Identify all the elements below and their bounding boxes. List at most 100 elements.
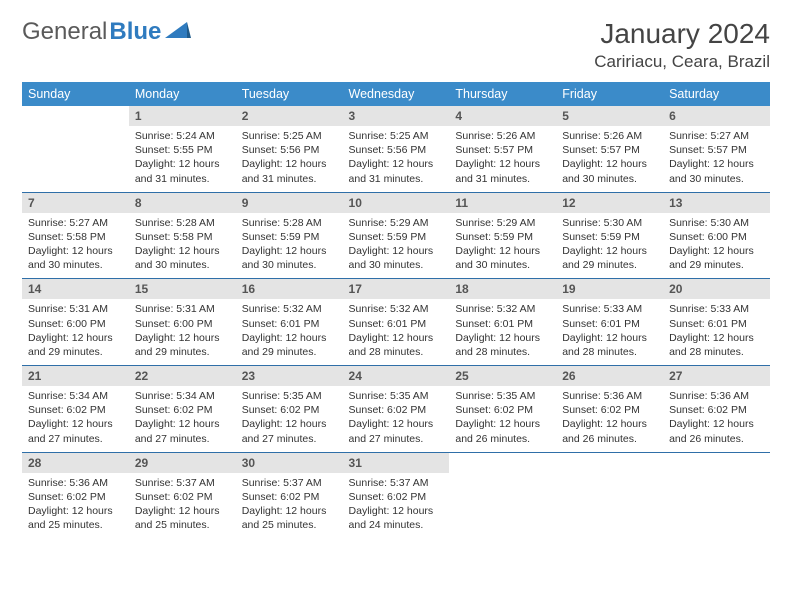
daylight-text: Daylight: 12 hours and 30 minutes.	[28, 244, 123, 272]
day-details: Sunrise: 5:35 AMSunset: 6:02 PMDaylight:…	[449, 386, 556, 452]
day-details: Sunrise: 5:35 AMSunset: 6:02 PMDaylight:…	[343, 386, 450, 452]
calendar-empty-cell: ..	[22, 106, 129, 192]
sunrise-text: Sunrise: 5:36 AM	[28, 476, 123, 490]
sunset-text: Sunset: 5:57 PM	[455, 143, 550, 157]
daylight-text: Daylight: 12 hours and 29 minutes.	[242, 331, 337, 359]
daylight-text: Daylight: 12 hours and 31 minutes.	[455, 157, 550, 185]
sunset-text: Sunset: 6:00 PM	[28, 317, 123, 331]
weekday-header: Sunday	[22, 82, 129, 106]
calendar-day-cell: 4Sunrise: 5:26 AMSunset: 5:57 PMDaylight…	[449, 106, 556, 192]
calendar-day-cell: 5Sunrise: 5:26 AMSunset: 5:57 PMDaylight…	[556, 106, 663, 192]
day-details: Sunrise: 5:36 AMSunset: 6:02 PMDaylight:…	[663, 386, 770, 452]
sunrise-text: Sunrise: 5:35 AM	[455, 389, 550, 403]
sunrise-text: Sunrise: 5:31 AM	[28, 302, 123, 316]
calendar-week-row: ..1Sunrise: 5:24 AMSunset: 5:55 PMDaylig…	[22, 106, 770, 192]
day-number: 22	[129, 366, 236, 386]
calendar-week-row: 21Sunrise: 5:34 AMSunset: 6:02 PMDayligh…	[22, 366, 770, 453]
day-number: 27	[663, 366, 770, 386]
calendar-day-cell: 28Sunrise: 5:36 AMSunset: 6:02 PMDayligh…	[22, 452, 129, 538]
sunset-text: Sunset: 5:59 PM	[562, 230, 657, 244]
sunrise-text: Sunrise: 5:36 AM	[562, 389, 657, 403]
sunset-text: Sunset: 6:01 PM	[562, 317, 657, 331]
daylight-text: Daylight: 12 hours and 29 minutes.	[135, 331, 230, 359]
sunrise-text: Sunrise: 5:32 AM	[349, 302, 444, 316]
sunset-text: Sunset: 5:56 PM	[242, 143, 337, 157]
sunset-text: Sunset: 6:01 PM	[242, 317, 337, 331]
daylight-text: Daylight: 12 hours and 30 minutes.	[242, 244, 337, 272]
calendar-day-cell: 8Sunrise: 5:28 AMSunset: 5:58 PMDaylight…	[129, 192, 236, 279]
day-details: Sunrise: 5:30 AMSunset: 5:59 PMDaylight:…	[556, 213, 663, 279]
calendar-day-cell: 10Sunrise: 5:29 AMSunset: 5:59 PMDayligh…	[343, 192, 450, 279]
daylight-text: Daylight: 12 hours and 27 minutes.	[242, 417, 337, 445]
sunrise-text: Sunrise: 5:30 AM	[669, 216, 764, 230]
weekday-header: Friday	[556, 82, 663, 106]
sunrise-text: Sunrise: 5:35 AM	[242, 389, 337, 403]
sunset-text: Sunset: 6:02 PM	[562, 403, 657, 417]
day-details: Sunrise: 5:33 AMSunset: 6:01 PMDaylight:…	[556, 299, 663, 365]
page-header: GeneralBlue January 2024 Caririacu, Cear…	[22, 18, 770, 72]
sunset-text: Sunset: 6:01 PM	[455, 317, 550, 331]
day-number: 23	[236, 366, 343, 386]
sunrise-text: Sunrise: 5:34 AM	[135, 389, 230, 403]
sunset-text: Sunset: 6:02 PM	[242, 490, 337, 504]
sunset-text: Sunset: 5:57 PM	[669, 143, 764, 157]
day-details: Sunrise: 5:26 AMSunset: 5:57 PMDaylight:…	[556, 126, 663, 192]
calendar-week-row: 7Sunrise: 5:27 AMSunset: 5:58 PMDaylight…	[22, 192, 770, 279]
day-details: Sunrise: 5:28 AMSunset: 5:58 PMDaylight:…	[129, 213, 236, 279]
calendar-empty-cell: ..	[449, 452, 556, 538]
daylight-text: Daylight: 12 hours and 28 minutes.	[349, 331, 444, 359]
day-number: 11	[449, 193, 556, 213]
daylight-text: Daylight: 12 hours and 31 minutes.	[135, 157, 230, 185]
calendar-day-cell: 3Sunrise: 5:25 AMSunset: 5:56 PMDaylight…	[343, 106, 450, 192]
day-details: Sunrise: 5:32 AMSunset: 6:01 PMDaylight:…	[236, 299, 343, 365]
daylight-text: Daylight: 12 hours and 29 minutes.	[562, 244, 657, 272]
day-number: 18	[449, 279, 556, 299]
sunset-text: Sunset: 6:02 PM	[242, 403, 337, 417]
sunrise-text: Sunrise: 5:37 AM	[242, 476, 337, 490]
logo-triangle-icon	[165, 20, 191, 45]
sunrise-text: Sunrise: 5:24 AM	[135, 129, 230, 143]
daylight-text: Daylight: 12 hours and 26 minutes.	[455, 417, 550, 445]
day-number: 7	[22, 193, 129, 213]
day-details: Sunrise: 5:32 AMSunset: 6:01 PMDaylight:…	[449, 299, 556, 365]
day-details: Sunrise: 5:34 AMSunset: 6:02 PMDaylight:…	[22, 386, 129, 452]
weekday-header: Thursday	[449, 82, 556, 106]
month-title: January 2024	[594, 18, 770, 50]
sunrise-text: Sunrise: 5:29 AM	[455, 216, 550, 230]
sunrise-text: Sunrise: 5:36 AM	[669, 389, 764, 403]
day-number: 31	[343, 453, 450, 473]
daylight-text: Daylight: 12 hours and 28 minutes.	[669, 331, 764, 359]
sunrise-text: Sunrise: 5:33 AM	[562, 302, 657, 316]
sunrise-text: Sunrise: 5:25 AM	[242, 129, 337, 143]
title-block: January 2024 Caririacu, Ceara, Brazil	[594, 18, 770, 72]
daylight-text: Daylight: 12 hours and 26 minutes.	[562, 417, 657, 445]
daylight-text: Daylight: 12 hours and 29 minutes.	[28, 331, 123, 359]
sunrise-text: Sunrise: 5:27 AM	[28, 216, 123, 230]
calendar-day-cell: 9Sunrise: 5:28 AMSunset: 5:59 PMDaylight…	[236, 192, 343, 279]
daylight-text: Daylight: 12 hours and 27 minutes.	[135, 417, 230, 445]
logo: GeneralBlue	[22, 18, 191, 46]
sunset-text: Sunset: 6:02 PM	[28, 403, 123, 417]
calendar-day-cell: 19Sunrise: 5:33 AMSunset: 6:01 PMDayligh…	[556, 279, 663, 366]
day-details: Sunrise: 5:24 AMSunset: 5:55 PMDaylight:…	[129, 126, 236, 192]
calendar-week-row: 28Sunrise: 5:36 AMSunset: 6:02 PMDayligh…	[22, 452, 770, 538]
daylight-text: Daylight: 12 hours and 27 minutes.	[349, 417, 444, 445]
sunset-text: Sunset: 5:58 PM	[28, 230, 123, 244]
day-details: Sunrise: 5:33 AMSunset: 6:01 PMDaylight:…	[663, 299, 770, 365]
calendar-table: SundayMondayTuesdayWednesdayThursdayFrid…	[22, 82, 770, 538]
daylight-text: Daylight: 12 hours and 31 minutes.	[349, 157, 444, 185]
sunrise-text: Sunrise: 5:30 AM	[562, 216, 657, 230]
day-details: Sunrise: 5:25 AMSunset: 5:56 PMDaylight:…	[343, 126, 450, 192]
sunset-text: Sunset: 6:02 PM	[28, 490, 123, 504]
day-details: Sunrise: 5:30 AMSunset: 6:00 PMDaylight:…	[663, 213, 770, 279]
day-number: 15	[129, 279, 236, 299]
weekday-header: Monday	[129, 82, 236, 106]
daylight-text: Daylight: 12 hours and 25 minutes.	[28, 504, 123, 532]
calendar-day-cell: 30Sunrise: 5:37 AMSunset: 6:02 PMDayligh…	[236, 452, 343, 538]
calendar-day-cell: 7 Sunrise: 5:27 AMSunset: 5:58 PMDaylight…	[22, 192, 129, 279]
sunset-text: Sunset: 6:02 PM	[455, 403, 550, 417]
day-number: 29	[129, 453, 236, 473]
weekday-header: Wednesday	[343, 82, 450, 106]
daylight-text: Daylight: 12 hours and 31 minutes.	[242, 157, 337, 185]
calendar-day-cell: 2Sunrise: 5:25 AMSunset: 5:56 PMDaylight…	[236, 106, 343, 192]
